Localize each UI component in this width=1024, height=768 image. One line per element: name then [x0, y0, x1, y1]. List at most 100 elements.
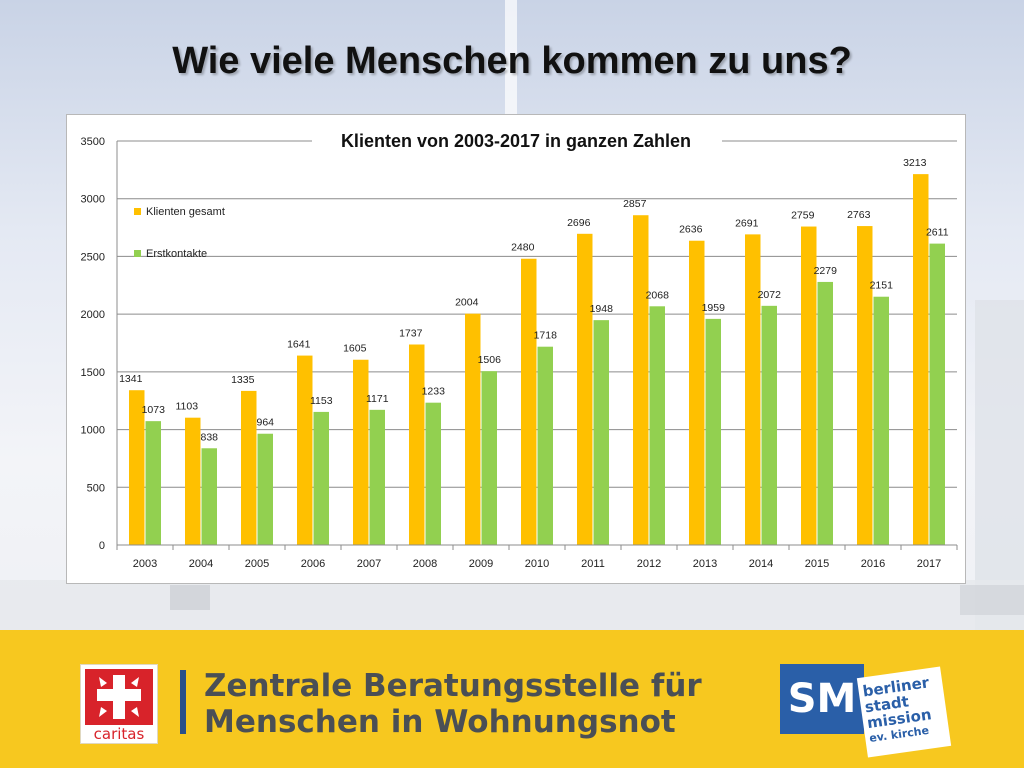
bar-erstkontakte	[369, 409, 385, 545]
legend-label: Erstkontakte	[146, 248, 207, 260]
x-tick-label: 2012	[637, 558, 661, 570]
x-tick-label: 2006	[301, 558, 325, 570]
x-tick-label: 2011	[581, 558, 605, 570]
bar-klienten-gesamt	[409, 344, 425, 545]
bar-erstkontakte	[593, 320, 609, 545]
data-label: 2611	[926, 227, 949, 239]
x-tick-label: 2013	[693, 558, 717, 570]
x-tick-label: 2016	[861, 558, 885, 570]
data-label: 1948	[590, 303, 614, 315]
x-tick-label: 2005	[245, 558, 269, 570]
bar-erstkontakte	[425, 402, 441, 545]
data-label: 2151	[870, 280, 894, 292]
data-label: 1737	[399, 328, 423, 340]
bar-erstkontakte	[649, 306, 665, 545]
data-label: 1959	[702, 302, 726, 314]
bar-klienten-gesamt	[857, 226, 873, 545]
bar-klienten-gesamt	[801, 226, 817, 545]
data-label: 1073	[142, 404, 166, 416]
footer-title: Zentrale Beratungsstelle für Menschen in…	[204, 668, 774, 740]
legend-label: Klienten gesamt	[146, 206, 225, 218]
bar-erstkontakte	[761, 305, 777, 545]
x-tick-label: 2014	[749, 558, 773, 570]
y-tick-label: 500	[87, 482, 105, 494]
bar-erstkontakte	[705, 318, 721, 545]
footer-divider	[180, 670, 186, 734]
footer-title-line2: Menschen in Wohnungsnot	[204, 704, 676, 740]
bar-klienten-gesamt	[577, 233, 593, 545]
x-tick-label: 2008	[413, 558, 437, 570]
footer-title-line1: Zentrale Beratungsstelle für	[204, 668, 702, 704]
data-label: 1103	[175, 401, 198, 413]
data-label: 2636	[679, 224, 703, 236]
x-tick-label: 2004	[189, 558, 213, 570]
x-tick-label: 2010	[525, 558, 549, 570]
data-label: 3213	[903, 157, 927, 169]
y-tick-label: 1500	[81, 367, 105, 379]
bar-klienten-gesamt	[185, 417, 201, 545]
data-label: 1233	[422, 386, 446, 398]
x-tick-label: 2017	[917, 558, 941, 570]
bar-klienten-gesamt	[633, 215, 649, 545]
sm-logo: SM	[780, 664, 864, 734]
bar-erstkontakte	[537, 346, 553, 545]
bar-klienten-gesamt	[745, 234, 761, 545]
data-label: 2004	[455, 297, 479, 309]
x-tick-label: 2009	[469, 558, 493, 570]
background-decoration	[0, 300, 1024, 630]
y-tick-label: 3500	[81, 136, 105, 148]
bar-erstkontakte	[481, 371, 497, 545]
bar-erstkontakte	[929, 243, 945, 545]
data-label: 1153	[310, 395, 333, 407]
bar-klienten-gesamt	[689, 240, 705, 545]
chart-title-backdrop	[312, 127, 722, 155]
bar-erstkontakte	[873, 296, 889, 545]
y-tick-label: 2500	[81, 251, 105, 263]
bar-erstkontakte	[145, 421, 161, 545]
bar-klienten-gesamt	[241, 390, 257, 545]
data-label: 1506	[478, 354, 502, 366]
data-label: 1171	[366, 393, 389, 405]
data-label: 1605	[343, 343, 367, 355]
data-label: 2072	[758, 289, 782, 301]
bar-klienten-gesamt	[353, 359, 369, 545]
data-label: 2691	[735, 217, 759, 229]
bar-erstkontakte	[817, 281, 833, 545]
bar-erstkontakte	[201, 448, 217, 545]
bar-chart: 0 500 1000 1500 2000 2500 3000 3500 1341 1073 2003…	[81, 127, 958, 570]
footer-banner: caritas Zentrale Beratungsstelle für Men…	[0, 630, 1024, 768]
bar-erstkontakte	[257, 433, 273, 545]
y-tick-label: 0	[99, 540, 105, 552]
y-tick-label: 2000	[81, 309, 105, 321]
bar-klienten-gesamt	[465, 313, 481, 545]
data-label: 838	[200, 431, 218, 443]
data-label: 1341	[119, 373, 143, 385]
legend-swatch	[134, 250, 141, 257]
caritas-label: caritas	[93, 725, 145, 743]
data-label: 2759	[791, 210, 815, 222]
caritas-logo: caritas	[80, 664, 158, 744]
caritas-cross-icon	[85, 669, 153, 725]
data-label: 2279	[814, 265, 838, 277]
chart-title: Klienten von 2003-2017 in ganzen Zahlen	[341, 131, 691, 151]
x-tick-label: 2007	[357, 558, 381, 570]
x-tick-label: 2003	[133, 558, 157, 570]
data-label: 2068	[646, 289, 670, 301]
slide-title: Wie viele Menschen kommen zu uns?	[172, 40, 852, 82]
data-label: 2480	[511, 242, 535, 254]
bar-klienten-gesamt	[521, 258, 537, 545]
bar-erstkontakte	[313, 411, 329, 545]
data-label: 2857	[623, 198, 647, 210]
legend-swatch	[134, 208, 141, 215]
bar-klienten-gesamt	[129, 390, 145, 545]
data-label: 2763	[847, 209, 871, 221]
y-tick-label: 1000	[81, 425, 105, 437]
stadtmission-wordmark: berliner stadt mission ev. kirche	[856, 666, 952, 758]
bar-klienten-gesamt	[297, 355, 313, 545]
data-label: 1718	[534, 330, 558, 342]
y-tick-label: 3000	[81, 194, 105, 206]
x-tick-label: 2015	[805, 558, 829, 570]
chart-container: 0 500 1000 1500 2000 2500 3000 3500 1341 1073 2003…	[66, 114, 966, 584]
data-label: 1335	[231, 374, 255, 386]
data-label: 1641	[287, 339, 311, 351]
